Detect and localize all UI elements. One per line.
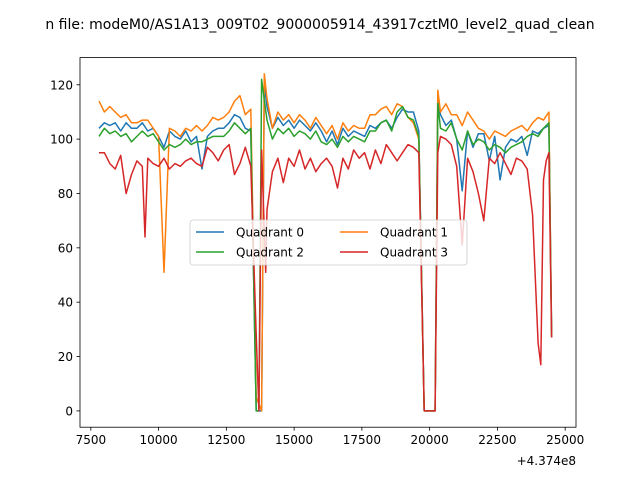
x-axis-offset-label: +4.374e8 — [517, 454, 576, 468]
legend: Quadrant 0 Quadrant 1 Quadrant 2 Quadrant 3 — [189, 219, 468, 266]
y-tick-label: 80 — [58, 187, 73, 201]
x-tick-label: 25000 — [546, 433, 584, 447]
x-axis: 7500 10000 12500 15000 17500 20000 22500 25000 — [76, 427, 584, 447]
x-tick-label: 15000 — [275, 433, 313, 447]
x-tick-label: 22500 — [478, 433, 516, 447]
y-tick-label: 0 — [65, 404, 73, 418]
y-tick-label: 20 — [58, 350, 73, 364]
plot-area — [79, 57, 577, 428]
x-tick-label: 20000 — [411, 433, 449, 447]
series-line-quadrant-0 — [98, 84, 553, 412]
legend-label-quadrant-2: Quadrant 2 — [236, 246, 304, 260]
y-tick-label: 60 — [58, 241, 73, 255]
x-tick-label: 7500 — [76, 433, 107, 447]
x-tick-label: 12500 — [207, 433, 245, 447]
series-line-quadrant-3 — [99, 135, 553, 412]
legend-label-quadrant-0: Quadrant 0 — [236, 226, 304, 240]
y-tick-label: 100 — [50, 133, 73, 147]
series-line-quadrant-2 — [98, 78, 553, 412]
x-tick-label: 17500 — [343, 433, 381, 447]
x-tick-label: 10000 — [140, 433, 178, 447]
y-tick-label: 120 — [50, 78, 73, 92]
chart-title: n file: modeM0/AS1A13_009T02_9000005914_… — [45, 17, 594, 33]
series-lines — [98, 73, 553, 412]
series-line-quadrant-1 — [98, 73, 553, 412]
legend-label-quadrant-3: Quadrant 3 — [380, 246, 448, 260]
legend-label-quadrant-1: Quadrant 1 — [380, 226, 448, 240]
legend-box — [189, 219, 468, 266]
y-tick-label: 40 — [58, 296, 73, 310]
y-axis: 0 20 40 60 80 100 120 — [50, 78, 80, 418]
